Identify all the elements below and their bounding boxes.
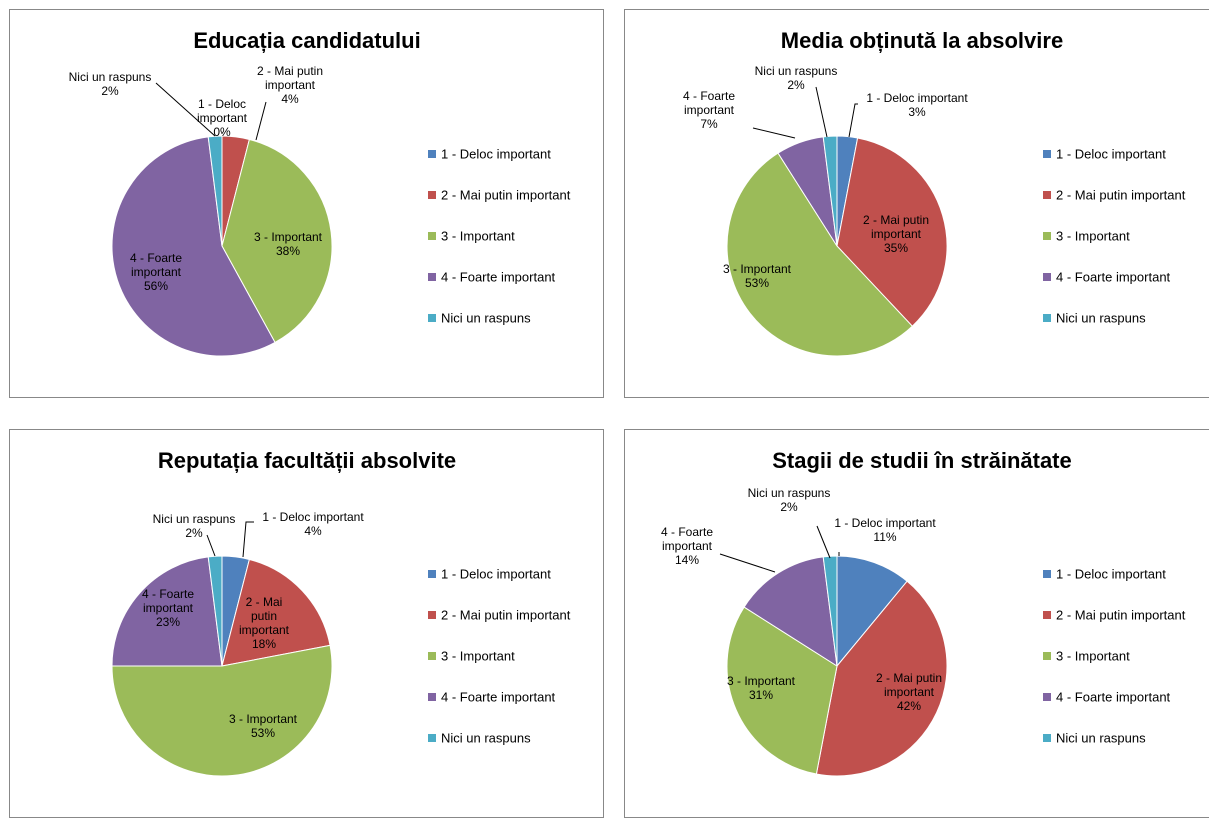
legend-label: Nici un raspuns: [1056, 731, 1146, 746]
legend-swatch: [428, 232, 436, 240]
data-label: 4 - Foarte important 23%: [142, 587, 194, 629]
data-label: 2 - Mai putin important 18%: [239, 595, 290, 651]
pie-slice: [207, 555, 223, 667]
leader-line: [242, 521, 254, 558]
legend-swatch: [428, 191, 436, 199]
legend-swatch: [1043, 150, 1051, 158]
pie-slice: [111, 644, 333, 777]
pie-slice: [815, 580, 948, 777]
pie-slice: [111, 556, 223, 667]
legend-label: Nici un raspuns: [441, 731, 531, 746]
data-label: Nici un raspuns 2%: [153, 512, 236, 540]
chart-title: Stagii de studii în străinătate: [772, 448, 1072, 473]
data-label: 1 - Deloc important 11%: [834, 516, 936, 544]
chart-title: Media obținută la absolvire: [781, 28, 1063, 53]
legend-label: 2 - Mai putin important: [441, 188, 571, 203]
legend-label: 1 - Deloc important: [441, 147, 551, 162]
data-label: Nici un raspuns 2%: [755, 64, 838, 92]
legend-label: 2 - Mai putin important: [1056, 188, 1186, 203]
legend-label: 1 - Deloc important: [441, 567, 551, 582]
data-label: 3 - Important 38%: [254, 230, 323, 258]
data-label: 3 - Important 53%: [723, 262, 792, 290]
legend-swatch: [1043, 191, 1051, 199]
chart-panel-media: Media obținută la absolvire 1 - Deloc imp…: [624, 9, 1209, 398]
leader-line: [155, 82, 216, 137]
data-label: 2 - Mai putin important 42%: [876, 671, 942, 713]
chart-title: Reputația facultății absolvite: [158, 448, 456, 473]
legend-label: 2 - Mai putin important: [441, 608, 571, 623]
data-label: 4 - Foarte important 56%: [130, 251, 182, 293]
leader-line: [719, 553, 776, 573]
legend-label: Nici un raspuns: [1056, 311, 1146, 326]
leader-line: [752, 127, 796, 139]
data-label: Nici un raspuns 2%: [69, 70, 152, 98]
pie-slice: [743, 556, 838, 667]
pie-chart-svg: Reputația facultății absolvite 1 - Deloc …: [111, 448, 571, 777]
chart-title: Educația candidatului: [193, 28, 420, 53]
leader-line: [815, 86, 828, 138]
legend-swatch: [1043, 232, 1051, 240]
legend-swatch: [428, 734, 436, 742]
legend-swatch: [428, 314, 436, 322]
leader-line: [255, 101, 267, 141]
pie-slice: [822, 135, 838, 247]
legend-swatch: [1043, 570, 1051, 578]
data-label: 2 - Mai putin important 4%: [257, 64, 323, 106]
legend-swatch: [428, 652, 436, 660]
data-label: 3 - Important 31%: [727, 674, 796, 702]
pie-slice: [111, 136, 276, 357]
pie-slice: [836, 137, 948, 327]
legend-label: 1 - Deloc important: [1056, 567, 1166, 582]
chart-panel-educatia: Educația candidatului 1 - Deloc important 0…: [9, 9, 604, 398]
legend-swatch: [428, 611, 436, 619]
leader-line: [848, 103, 858, 138]
legend-label: 1 - Deloc important: [1056, 147, 1166, 162]
pie-slice: [221, 138, 333, 344]
pie-chart-svg: Educația candidatului 1 - Deloc important 0…: [69, 28, 571, 357]
legend-label: 4 - Foarte important: [441, 690, 556, 705]
leader-line: [816, 525, 831, 559]
legend-swatch: [428, 150, 436, 158]
legend-swatch: [1043, 693, 1051, 701]
legend-swatch: [1043, 314, 1051, 322]
legend-label: 3 - Important: [1056, 229, 1130, 244]
legend-label: 3 - Important: [441, 229, 515, 244]
legend-swatch: [428, 693, 436, 701]
pie-chart-svg: Media obținută la absolvire 1 - Deloc imp…: [683, 28, 1186, 357]
data-label: 1 - Deloc important 3%: [866, 91, 968, 119]
legend-label: 4 - Foarte important: [1056, 270, 1171, 285]
legend-swatch: [428, 273, 436, 281]
data-label: 3 - Important 53%: [229, 712, 298, 740]
pie-chart-svg: Stagii de studii în străinătate 1 - Deloc…: [661, 448, 1186, 777]
legend-label: 3 - Important: [1056, 649, 1130, 664]
data-label: Nici un raspuns 2%: [748, 486, 831, 514]
legend-label: 3 - Important: [441, 649, 515, 664]
chart-panel-stagii: Stagii de studii în străinătate 1 - Deloc…: [624, 429, 1209, 818]
legend-label: Nici un raspuns: [441, 311, 531, 326]
legend-label: 4 - Foarte important: [1056, 690, 1171, 705]
pie-slice: [836, 555, 908, 668]
leader-line: [206, 534, 216, 557]
data-label: 1 - Deloc important 4%: [262, 510, 364, 538]
legend-swatch: [428, 570, 436, 578]
pie-slice: [221, 558, 331, 667]
legend-swatch: [1043, 611, 1051, 619]
data-label: 4 - Foarte important 7%: [683, 89, 735, 131]
legend-label: 2 - Mai putin important: [1056, 608, 1186, 623]
legend-swatch: [1043, 652, 1051, 660]
legend-label: 4 - Foarte important: [441, 270, 556, 285]
data-label: 4 - Foarte important 14%: [661, 525, 713, 567]
pie-slice: [822, 555, 838, 667]
pie-slice: [726, 152, 914, 357]
pie-slice: [207, 135, 223, 247]
data-label: 2 - Mai putin important 35%: [863, 213, 929, 255]
chart-panel-reputatia: Reputația facultății absolvite 1 - Deloc …: [9, 429, 604, 818]
legend-swatch: [1043, 273, 1051, 281]
legend-swatch: [1043, 734, 1051, 742]
data-label: 1 - Deloc important 0%: [197, 97, 248, 139]
